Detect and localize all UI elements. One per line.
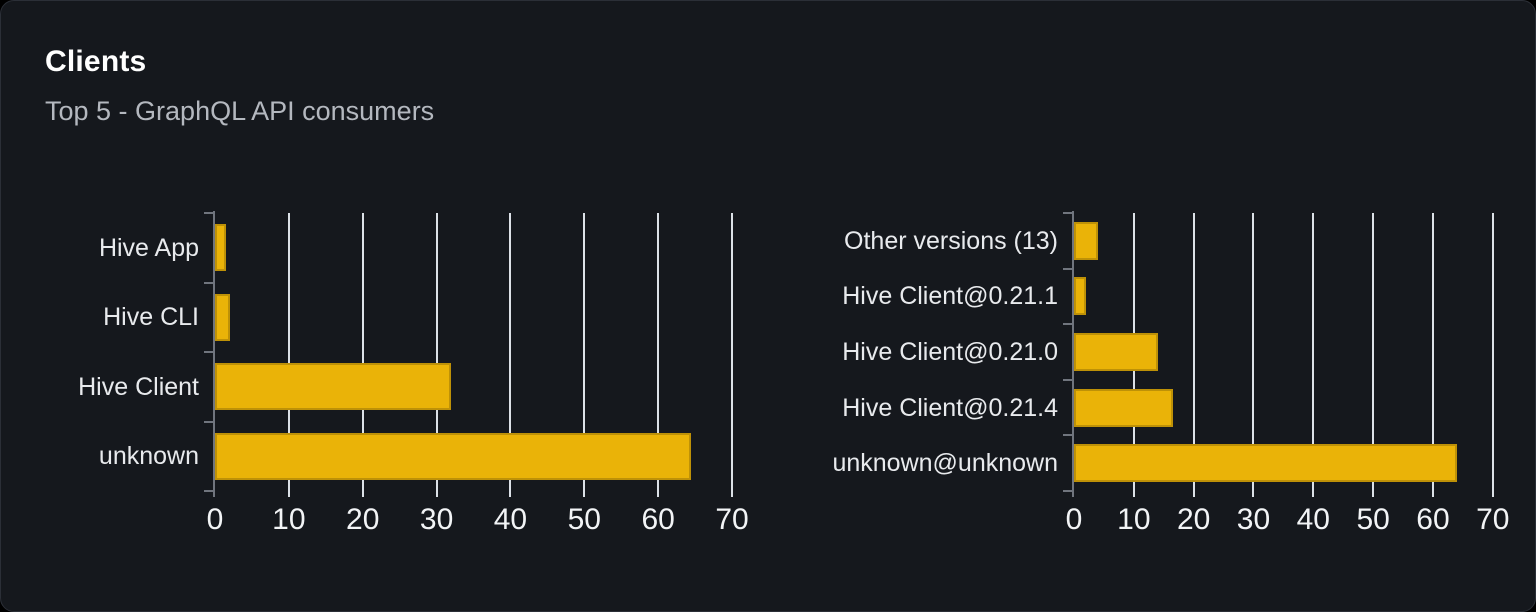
bar-unknown[interactable] xyxy=(215,432,692,480)
grid-line xyxy=(287,213,290,497)
grid-line xyxy=(1192,213,1195,497)
y-axis-line xyxy=(1072,211,1074,497)
grid-line xyxy=(1491,213,1494,497)
y-axis-tick xyxy=(204,212,215,214)
y-axis-tick xyxy=(204,351,215,353)
grid-line xyxy=(509,213,512,497)
x-axis-tick-label: 60 xyxy=(641,503,675,536)
y-axis-tick xyxy=(1063,267,1074,270)
grid-line xyxy=(583,213,586,497)
y-axis-tick xyxy=(204,420,215,423)
y-axis-tick xyxy=(204,281,215,284)
x-axis-tick-label: 20 xyxy=(1176,503,1211,536)
category-label-hive-client: Hive Client xyxy=(78,372,199,401)
bar-hive-client-0-21-0[interactable] xyxy=(1074,333,1158,371)
grid-line xyxy=(1252,213,1255,497)
x-axis-tick-label: 30 xyxy=(419,503,454,536)
x-axis-tick-label: 70 xyxy=(715,503,749,536)
x-axis-tick-label: 20 xyxy=(346,503,380,536)
grid-line xyxy=(361,213,364,497)
category-label-unknown-unknown: unknown@unknown xyxy=(832,449,1058,478)
x-axis-tick-label: 40 xyxy=(1296,503,1330,536)
x-axis-tick-label: 50 xyxy=(567,503,601,536)
x-axis-tick-label: 30 xyxy=(1236,503,1271,536)
x-axis-tick-label: 60 xyxy=(1416,503,1450,536)
y-axis-tick xyxy=(1063,212,1074,214)
x-axis-tick-label: 50 xyxy=(1356,503,1390,536)
grid-line xyxy=(1312,213,1315,497)
x-axis-tick-label: 0 xyxy=(206,503,224,536)
bar-hive-cli[interactable] xyxy=(215,293,230,341)
bar-hive-app[interactable] xyxy=(215,224,227,272)
bar-other-versions-13[interactable] xyxy=(1074,221,1098,260)
x-axis-tick-label: 10 xyxy=(1117,503,1151,536)
x-axis-tick-label: 70 xyxy=(1476,503,1510,536)
category-label-hive-client-0-21-4: Hive Client@0.21.4 xyxy=(842,393,1058,422)
grid-line xyxy=(1372,213,1375,497)
y-axis-tick xyxy=(1063,323,1074,326)
y-axis-line xyxy=(213,211,215,497)
y-axis-tick xyxy=(1063,490,1074,492)
panel-title: Clients xyxy=(45,45,147,78)
bar-hive-client[interactable] xyxy=(215,363,452,411)
y-axis-tick xyxy=(204,490,215,492)
bar-unknown-unknown[interactable] xyxy=(1074,444,1457,483)
grid-line xyxy=(435,213,438,497)
category-label-hive-client-0-21-1: Hive Client@0.21.1 xyxy=(842,282,1058,311)
grid-line xyxy=(657,213,660,497)
x-axis-tick-label: 40 xyxy=(493,503,528,536)
chart-top-client-versions: 0 10 20 30 40 50 60 70 Other versions (13) Hive C… xyxy=(832,211,1509,536)
x-axis-tick-label: 0 xyxy=(1065,503,1083,536)
bar-hive-client-0-21-4[interactable] xyxy=(1074,388,1173,427)
panel-subtitle: Top 5 - GraphQL API consumers xyxy=(45,96,435,126)
category-label-unknown: unknown xyxy=(98,442,199,471)
bar-hive-client-0-21-1[interactable] xyxy=(1074,277,1086,316)
category-label-other-versions-13: Other versions (13) xyxy=(844,226,1058,255)
category-label-hive-cli: Hive CLI xyxy=(103,303,199,332)
y-axis-tick xyxy=(1063,434,1074,437)
y-axis-tick xyxy=(1063,378,1074,381)
grid-line xyxy=(731,213,734,497)
category-label-hive-app: Hive App xyxy=(98,233,199,262)
x-axis-tick-label: 10 xyxy=(272,503,306,536)
category-label-hive-client-0-21-0: Hive Client@0.21.0 xyxy=(842,338,1058,366)
grid-line xyxy=(1431,213,1434,497)
chart-top-clients: 0 10 20 30 40 50 60 70 Hive App Hive CLI Hive Clie… xyxy=(78,211,749,536)
